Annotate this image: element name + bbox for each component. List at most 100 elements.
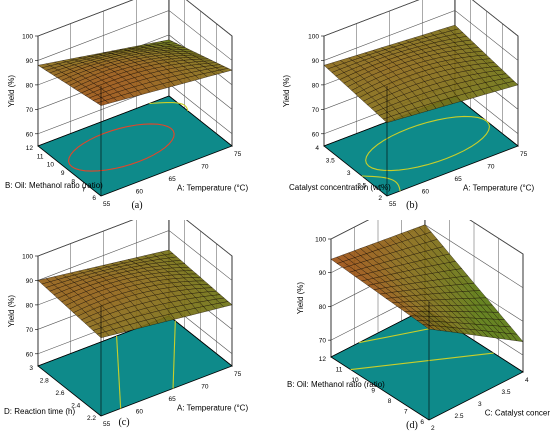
z-axis-label: Yield (%) — [7, 75, 16, 107]
y-tick-label: 9 — [61, 170, 65, 177]
y-axis-label: B: Oil: Methanol ratio (ratio) — [5, 181, 103, 190]
y-tick-label: 7 — [404, 409, 408, 416]
z-tick-label: 80 — [26, 82, 34, 89]
x-tick-label: 60 — [136, 189, 144, 196]
y-tick-label: 7 — [82, 187, 86, 194]
y-tick-label: 11 — [37, 153, 44, 160]
wall-gridline — [37, 0, 233, 37]
x-tick-label: 55 — [103, 201, 111, 208]
wall-gridline — [330, 220, 524, 255]
y-tick-label: 11 — [336, 367, 343, 374]
y-tick-label: 2.6 — [55, 390, 64, 397]
x-tick-label: 4 — [525, 377, 529, 384]
z-tick-label: 100 — [22, 34, 33, 41]
x-tick-label: 65 — [169, 396, 177, 403]
z-axis-label: Yield (%) — [282, 75, 291, 107]
panel-label: (a) — [131, 200, 142, 211]
x-tick-label: 55 — [389, 201, 397, 208]
x-tick-label: 60 — [422, 189, 430, 196]
z-axis-label: Yield (%) — [296, 282, 305, 314]
z-tick-label: 100 — [22, 254, 33, 261]
y-tick-label: 8 — [71, 178, 75, 185]
wall-gridline — [323, 10, 519, 61]
x-tick-label: 70 — [201, 164, 209, 171]
surface-facet — [219, 68, 233, 73]
y-tick-label: 6 — [420, 419, 424, 426]
y-axis-label: B: Oil: Methanol ratio (ratio) — [287, 380, 385, 389]
surface-plot-c: 60 70 80 90 100 Yield (%) 55 60 65 70 75 A: Tempera… — [4, 220, 248, 428]
z-tick-label: 70 — [26, 107, 34, 114]
z-tick-label: 70 — [319, 338, 327, 345]
y-tick-label: 3 — [347, 170, 351, 177]
panel-b: 60 70 80 90 100 Yield (%) 55 60 65 70 75 A: Tempera… — [275, 0, 550, 220]
contour-line — [365, 115, 491, 172]
x-axis-label: A: Temperature (°C) — [463, 184, 534, 193]
y-tick-label: 2.5 — [357, 183, 366, 190]
x-tick-label: 60 — [136, 409, 144, 416]
panel-label: (b) — [406, 200, 418, 211]
z-tick-label: 80 — [319, 304, 327, 311]
z-axis-label: Yield (%) — [7, 295, 16, 327]
y-axis-label: Catalyst concentration (wt%) — [289, 183, 391, 192]
contour-line — [350, 352, 494, 371]
contour-line — [68, 123, 175, 172]
z-tick-label: 60 — [312, 131, 320, 138]
wall-gridline — [323, 0, 519, 37]
x-tick-label: 75 — [234, 371, 242, 378]
y-tick-label: 2.8 — [40, 378, 49, 385]
x-tick-label: 75 — [234, 151, 242, 158]
z-tick-label: 100 — [308, 34, 319, 41]
surface-plot-d: 70 80 90 100 Yield (%) 2 2.5 3 3.5 4 C: Catalyst c… — [287, 220, 550, 432]
x-tick-label: 70 — [487, 164, 495, 171]
panel-label: (d) — [406, 420, 418, 431]
x-tick-label: 75 — [520, 151, 528, 158]
panel-a: 60 70 80 90 100 Yield (%) 55 60 65 70 75 A: Tempera… — [0, 0, 275, 220]
x-tick-label: 3.5 — [502, 389, 511, 396]
z-tick-label: 60 — [26, 351, 34, 358]
y-tick-label: 12 — [319, 356, 327, 363]
z-tick-label: 90 — [319, 270, 327, 277]
y-tick-label: 4 — [315, 145, 319, 152]
x-tick-label: 70 — [201, 384, 209, 391]
x-tick-label: 65 — [169, 176, 177, 183]
y-tick-label: 2.2 — [87, 415, 96, 422]
y-tick-label: 10 — [47, 162, 55, 169]
surface-facet — [505, 81, 519, 88]
wall-gridline — [37, 10, 233, 61]
y-tick-label: 2.4 — [71, 403, 80, 410]
z-tick-label: 90 — [312, 58, 320, 65]
z-tick-label: 90 — [26, 278, 34, 285]
surface-plot-b: 60 70 80 90 100 Yield (%) 55 60 65 70 75 A: Tempera… — [282, 0, 534, 211]
panel-c: 60 70 80 90 100 Yield (%) 55 60 65 70 75 A: Tempera… — [0, 220, 275, 440]
contour-line — [116, 335, 122, 409]
surface-facet — [510, 333, 524, 342]
surface-plot-a: 60 70 80 90 100 Yield (%) 55 60 65 70 75 A: Tempera… — [5, 0, 248, 211]
panel-d: 70 80 90 100 Yield (%) 2 2.5 3 3.5 4 C: Catalyst c… — [275, 220, 550, 440]
y-tick-label: 10 — [351, 377, 359, 384]
x-tick-label: 65 — [455, 176, 463, 183]
y-tick-label: 3 — [29, 365, 33, 372]
contour-line — [361, 175, 401, 192]
y-tick-label: 12 — [26, 145, 34, 152]
wall-gridline — [37, 230, 233, 281]
y-axis-label: D: Reaction time (h) — [4, 407, 75, 416]
x-axis-label: C: Catalyst concentration (wt%) — [485, 409, 550, 418]
z-tick-label: 100 — [315, 237, 326, 244]
y-tick-label: 3.5 — [326, 158, 335, 165]
y-tick-label: 6 — [92, 195, 96, 202]
y-tick-label: 9 — [371, 388, 375, 395]
z-tick-label: 90 — [26, 58, 34, 65]
z-tick-label: 70 — [312, 107, 320, 114]
z-tick-label: 70 — [26, 327, 34, 334]
x-tick-label: 55 — [103, 421, 111, 428]
surface-facet — [219, 301, 233, 308]
y-tick-label: 2 — [378, 195, 382, 202]
contour-line — [172, 320, 176, 389]
wall-gridline — [37, 220, 233, 257]
z-tick-label: 80 — [312, 82, 320, 89]
x-axis-label: A: Temperature (°C) — [177, 184, 248, 193]
z-tick-label: 80 — [26, 302, 34, 309]
x-tick-label: 3 — [478, 401, 482, 408]
x-tick-label: 2.5 — [455, 413, 464, 420]
panel-label: (c) — [118, 417, 129, 428]
